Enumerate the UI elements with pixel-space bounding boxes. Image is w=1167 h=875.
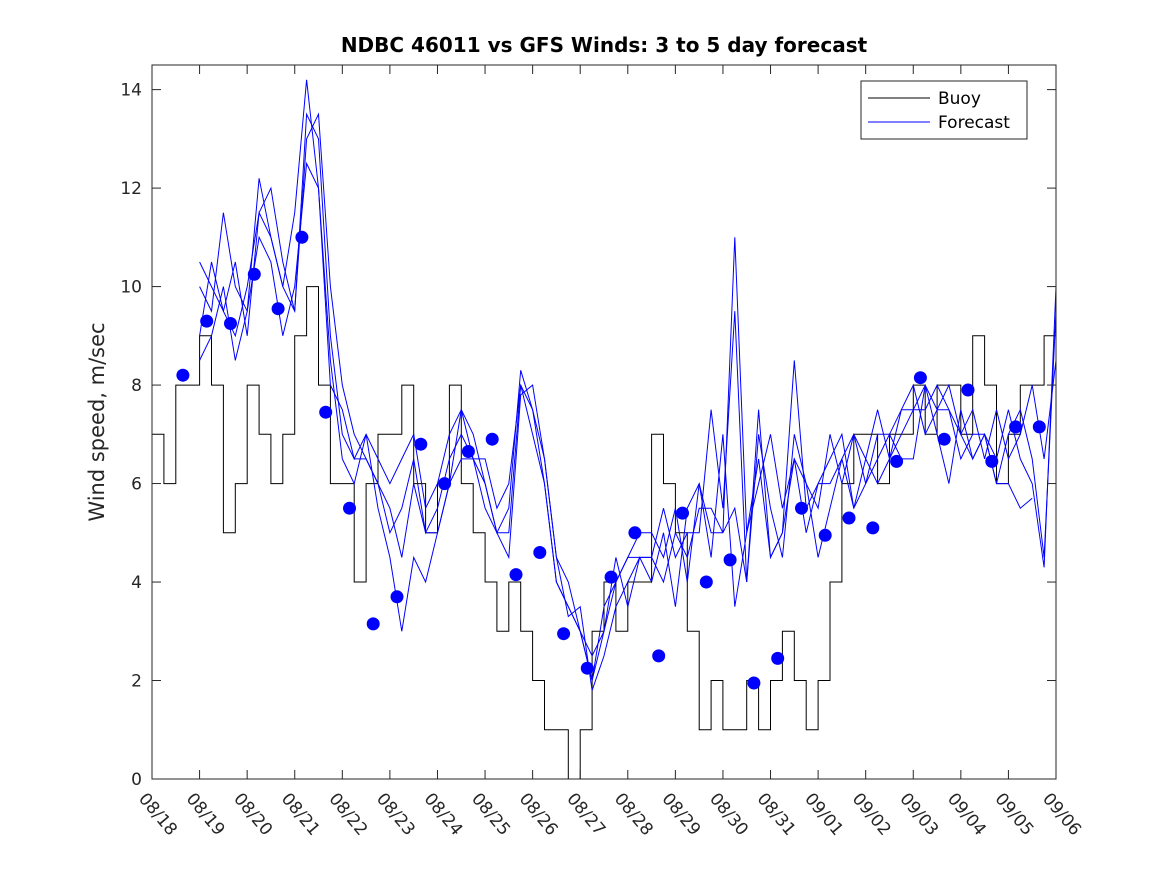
y-tick-label: 12 xyxy=(120,179,142,199)
forecast-point xyxy=(676,506,689,520)
x-tick-label: 09/02 xyxy=(848,789,895,839)
x-tick-label: 08/26 xyxy=(515,789,562,839)
chart-title: NDBC 46011 vs GFS Winds: 3 to 5 day fore… xyxy=(341,33,868,57)
x-tick-label: 08/24 xyxy=(420,789,467,839)
forecast-point xyxy=(985,454,999,468)
forecast-point xyxy=(795,501,808,515)
forecast-point xyxy=(937,432,951,446)
y-tick-label: 6 xyxy=(131,475,142,495)
forecast-point xyxy=(652,649,666,663)
forecast-point xyxy=(771,651,785,665)
forecast-point xyxy=(247,267,261,281)
y-tick-label: 10 xyxy=(120,278,142,298)
legend-buoy-label: Buoy xyxy=(938,89,981,109)
x-tick-label: 08/29 xyxy=(658,789,705,839)
forecast-point xyxy=(580,661,594,675)
forecast-point xyxy=(295,230,309,244)
x-tick-label: 08/21 xyxy=(277,789,324,839)
forecast-point xyxy=(842,511,856,525)
x-tick-label: 08/27 xyxy=(562,789,609,839)
forecast-point xyxy=(224,317,237,330)
forecast-point xyxy=(747,676,761,690)
y-tick-label: 4 xyxy=(131,573,142,593)
x-tick-label: 08/30 xyxy=(705,789,752,839)
forecast-point xyxy=(533,546,547,559)
forecast-point xyxy=(390,590,404,604)
forecast-point xyxy=(271,302,285,316)
x-tick-label: 08/23 xyxy=(372,789,419,839)
forecast-point xyxy=(557,627,571,641)
x-tick-label: 08/25 xyxy=(467,789,514,839)
legend-forecast-label: Forecast xyxy=(938,113,1010,133)
x-tick-label: 08/19 xyxy=(182,789,229,839)
plot-background xyxy=(152,65,1056,779)
x-tick-label: 08/20 xyxy=(229,789,276,839)
forecast-point xyxy=(200,314,214,328)
x-tick-label: 08/28 xyxy=(610,789,657,839)
x-tick-label: 08/18 xyxy=(134,789,181,839)
y-tick-label: 8 xyxy=(131,376,142,396)
forecast-point xyxy=(438,477,452,491)
x-tick-label: 09/06 xyxy=(1038,789,1085,839)
forecast-point xyxy=(723,553,737,567)
forecast-point xyxy=(414,437,428,451)
x-tick-label: 08/22 xyxy=(324,789,371,839)
forecast-point xyxy=(604,570,618,584)
forecast-point xyxy=(866,521,880,535)
forecast-point xyxy=(176,368,190,382)
forecast-point xyxy=(818,528,832,542)
forecast-point xyxy=(628,526,642,540)
forecast-point xyxy=(913,371,927,385)
y-tick-label: 0 xyxy=(131,770,142,790)
forecast-series-line-3 xyxy=(199,112,1057,681)
x-tick-label: 09/03 xyxy=(895,789,942,839)
legend-box xyxy=(860,80,1028,140)
marker-layer xyxy=(176,230,1046,690)
y-axis-label: Wind speed, m/sec xyxy=(85,322,109,521)
forecast-point xyxy=(961,383,975,397)
x-tick-label: 08/31 xyxy=(753,789,800,839)
x-tick-label: 09/04 xyxy=(943,789,990,839)
forecast-point xyxy=(1009,420,1023,434)
forecast-point xyxy=(343,501,356,515)
forecast-point xyxy=(509,568,523,582)
legend: Buoy Forecast xyxy=(860,80,1028,140)
y-tick-label: 2 xyxy=(131,672,142,692)
forecast-point xyxy=(1032,420,1046,434)
forecast-series-line-4 xyxy=(199,161,1033,691)
axes-box xyxy=(151,64,1057,780)
forecast-point xyxy=(461,445,475,458)
forecast-point xyxy=(890,454,904,468)
forecast-point xyxy=(485,432,499,446)
forecast-point xyxy=(319,405,333,419)
series-layer xyxy=(152,79,1057,780)
forecast-point xyxy=(366,617,380,631)
forecast-point xyxy=(699,575,713,589)
x-tick-label: 09/05 xyxy=(991,789,1038,839)
y-tick-label: 14 xyxy=(120,81,142,101)
x-tick-label: 09/01 xyxy=(800,789,847,839)
